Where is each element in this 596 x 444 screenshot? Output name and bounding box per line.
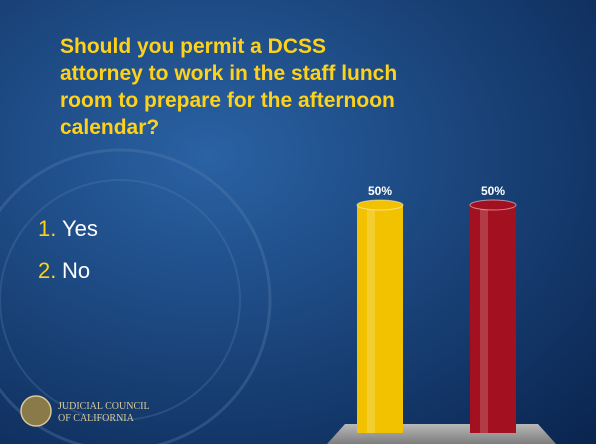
bar-cap bbox=[356, 199, 404, 211]
title-line: calendar? bbox=[60, 116, 159, 139]
option-number: 1. bbox=[38, 216, 56, 241]
logo-text: JUDICIAL COUNCIL bbox=[58, 401, 150, 412]
option-text: No bbox=[62, 258, 90, 283]
title-line: attorney to work in the staff lunch bbox=[60, 62, 397, 85]
bar bbox=[470, 205, 516, 433]
bar-highlight bbox=[367, 205, 375, 433]
value-label: 50% bbox=[481, 184, 505, 198]
title-line: Should you permit a DCSS bbox=[60, 35, 326, 58]
title-block: Should you permit a DCSS attorney to work… bbox=[60, 35, 397, 139]
option-number: 2. bbox=[38, 258, 56, 283]
title-line: room to prepare for the afternoon bbox=[60, 89, 395, 112]
seal-watermark-inner bbox=[0, 179, 241, 421]
bars: 50% 50% bbox=[356, 184, 517, 433]
seal-watermark bbox=[0, 148, 272, 444]
bar bbox=[357, 205, 403, 433]
logo-text: OF CALIFORNIA bbox=[58, 413, 135, 424]
bar-cap bbox=[469, 199, 517, 211]
option-text: Yes bbox=[62, 216, 98, 241]
bar-highlight bbox=[480, 205, 488, 433]
value-label: 50% bbox=[368, 184, 392, 198]
logo-seal bbox=[20, 395, 52, 427]
